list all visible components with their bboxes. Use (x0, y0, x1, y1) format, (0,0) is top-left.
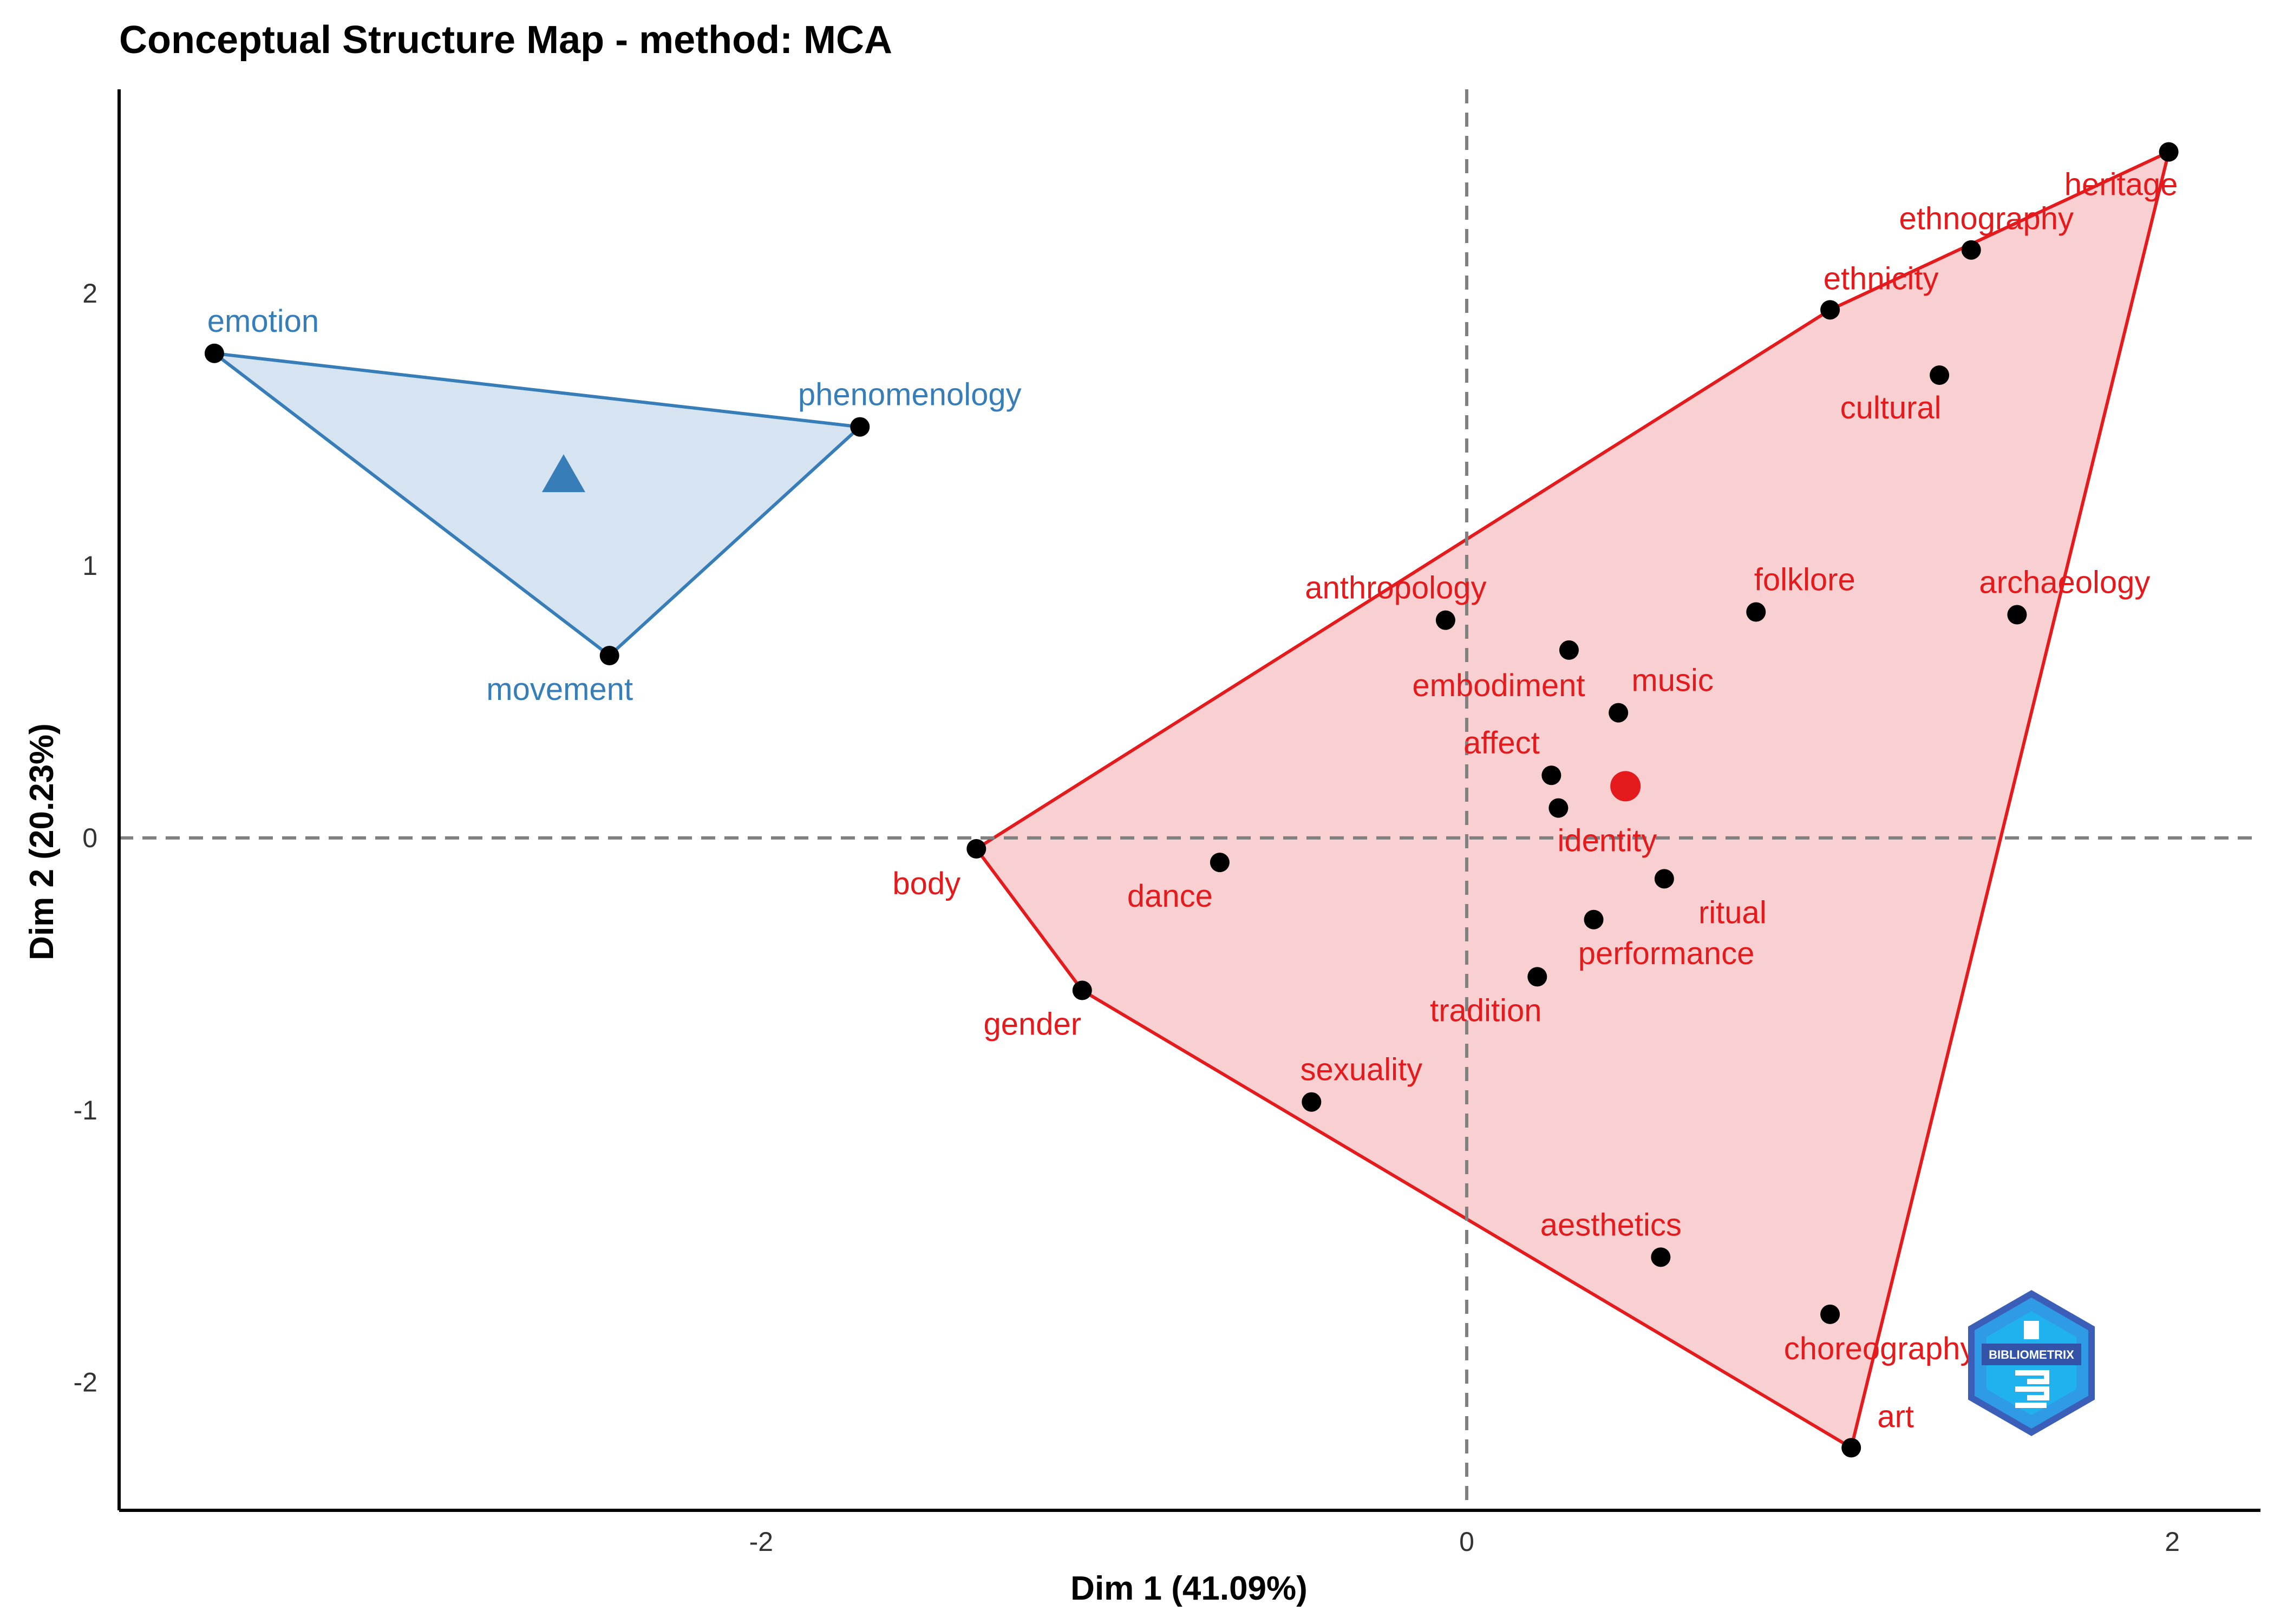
y-tick-label: 0 (82, 823, 97, 853)
label-music: music (1631, 663, 1713, 698)
label-performance: performance (1578, 936, 1755, 971)
axes: -2 0 2 -2 -1 0 1 2 (74, 89, 2260, 1557)
point-movement (599, 645, 619, 665)
point-archaeology (2007, 605, 2027, 625)
chart-title: Conceptual Structure Map - method: MCA (119, 18, 892, 62)
y-tick-label: 1 (82, 551, 97, 581)
label-aesthetics: aesthetics (1540, 1207, 1682, 1242)
reference-lines (119, 89, 2260, 1510)
y-tick-label: -2 (74, 1367, 97, 1398)
point-ethnography (1961, 240, 1981, 260)
point-identity (1548, 798, 1569, 818)
point-heritage (2159, 142, 2179, 162)
point-choreography (1820, 1304, 1840, 1324)
point-ethnicity (1820, 300, 1840, 320)
label-body: body (892, 866, 960, 901)
label-cultural: cultural (1840, 390, 1942, 425)
y-tick-label: -1 (74, 1095, 97, 1125)
data-points (204, 142, 2179, 1458)
point-tradition (1527, 967, 1547, 987)
label-tradition: tradition (1430, 993, 1541, 1028)
label-folklore: folklore (1754, 562, 1855, 598)
x-axis-title: Dim 1 (41.09%) (1070, 1570, 1308, 1607)
label-phenomenology: phenomenology (798, 377, 1022, 412)
cluster-hulls (212, 150, 2171, 1450)
point-art (1841, 1438, 1861, 1458)
label-anthropology: anthropology (1305, 571, 1486, 606)
point-affect (1541, 765, 1561, 785)
point-aesthetics (1651, 1247, 1671, 1267)
point-ritual (1654, 869, 1674, 889)
bibliometrix-logo: BIBLIOMETRIX (1968, 1290, 2095, 1436)
point-anthropology (1435, 610, 1455, 630)
label-emotion: emotion (207, 304, 319, 339)
label-ritual: ritual (1698, 895, 1767, 930)
cluster-hull-1 (212, 351, 862, 657)
cluster-centroid-triangle (541, 454, 585, 493)
logo-text: BIBLIOMETRIX (1989, 1348, 2074, 1361)
label-ethnography: ethnography (1899, 201, 2073, 237)
point-cultural (1930, 365, 1950, 385)
label-gender: gender (983, 1007, 1081, 1042)
label-embodiment: embodiment (1412, 668, 1585, 703)
label-choreography: choreography (1784, 1331, 1976, 1366)
label-archaeology: archaeology (1979, 565, 2150, 600)
label-movement: movement (486, 672, 633, 707)
point-dance (1210, 853, 1230, 873)
point-emotion (204, 343, 224, 363)
point-labels: emotionphenomenologymovementheritageethn… (207, 167, 2178, 1435)
point-gender (1072, 980, 1092, 1000)
point-phenomenology (850, 417, 870, 437)
point-performance (1584, 909, 1604, 929)
point-embodiment (1559, 640, 1579, 660)
label-sexuality: sexuality (1300, 1052, 1422, 1088)
point-body (966, 839, 986, 859)
cluster-hull-2 (975, 150, 2171, 1450)
x-tick-label: 2 (2165, 1527, 2180, 1557)
label-affect: affect (1463, 725, 1540, 761)
y-tick-label: 2 (82, 278, 97, 309)
point-music (1609, 703, 1629, 723)
x-tick-label: -2 (749, 1527, 773, 1557)
label-dance: dance (1127, 879, 1213, 914)
cluster-centroid-circle (1610, 771, 1641, 802)
label-identity: identity (1557, 823, 1657, 859)
y-axis-title: Dim 2 (20.23%) (23, 723, 61, 960)
label-heritage: heritage (2064, 167, 2178, 202)
point-sexuality (1302, 1092, 1322, 1112)
label-art: art (1877, 1399, 1914, 1434)
label-ethnicity: ethnicity (1824, 261, 1939, 296)
point-folklore (1746, 602, 1766, 622)
x-tick-label: 0 (1459, 1527, 1474, 1557)
